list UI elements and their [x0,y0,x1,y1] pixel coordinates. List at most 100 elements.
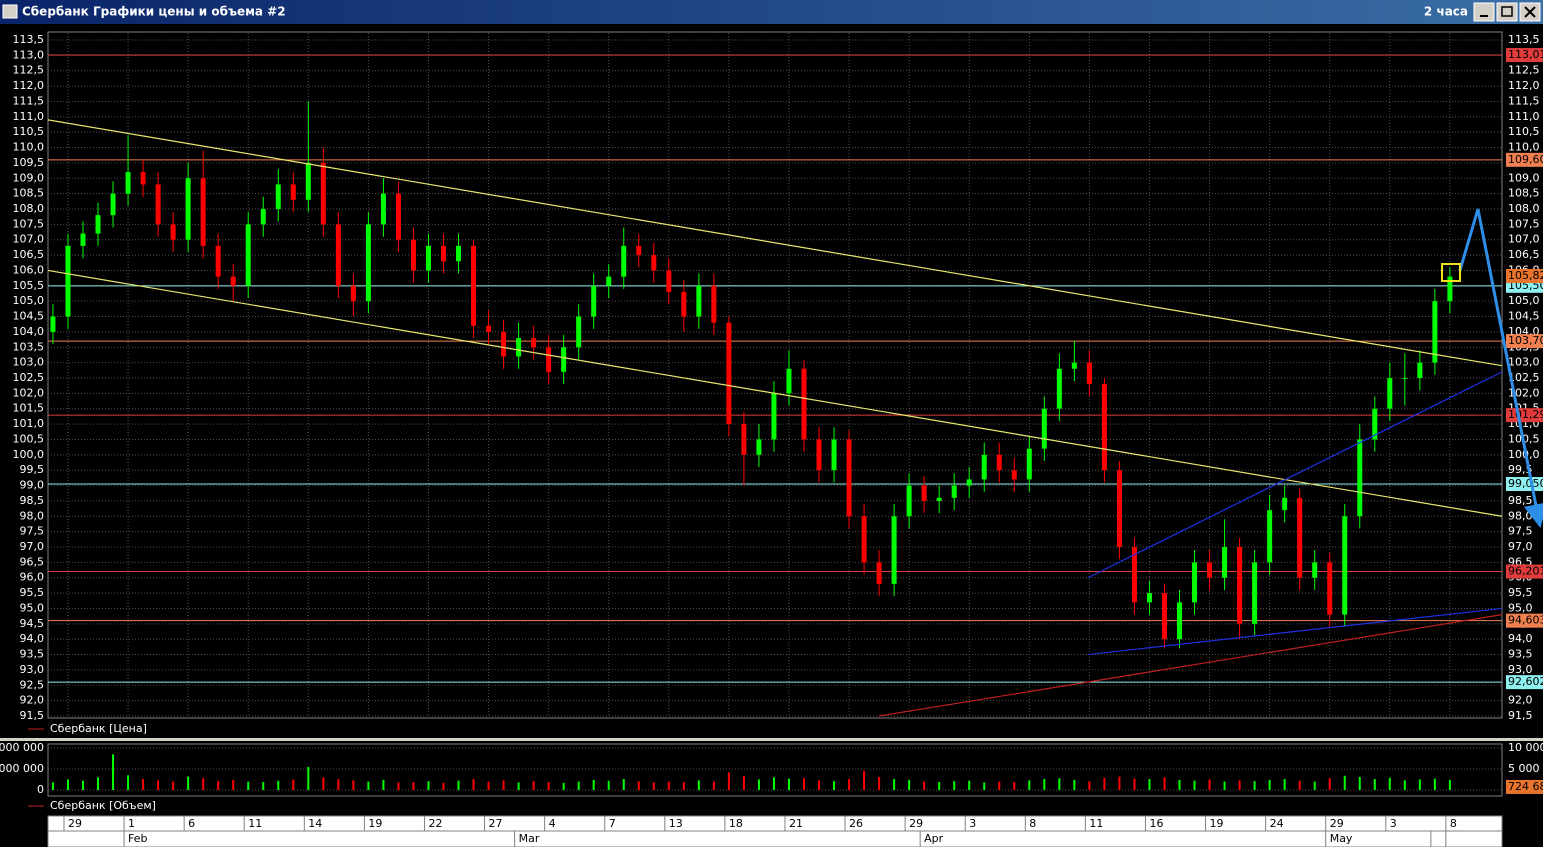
level-label: 94,603 [1508,614,1543,627]
candle-body [410,239,416,271]
y-tick-label: 111,5 [13,94,45,107]
volume-bar [217,781,220,790]
volume-bar [1178,779,1181,790]
candle-body [681,291,687,317]
candle-body [1207,562,1213,578]
trendline [1087,607,1503,656]
volume-bar [622,779,625,790]
window-icon [2,4,18,19]
marker-box [1506,779,1543,794]
volume-bar [457,780,460,790]
volume-bar [517,782,520,790]
candle-body [891,516,897,584]
candle-body [1086,362,1092,385]
y-tick-label-right: 107,5 [1508,217,1540,230]
trendline [1087,371,1503,579]
y-tick-label-right: 105,0 [1508,294,1540,307]
y-tick-label: 92,5 [20,678,45,691]
y-tick-label-right: 98,0 [1508,509,1533,522]
maximize-icon [1501,6,1513,17]
y-tick-label: 93,0 [20,663,45,676]
volume-bar [923,781,926,790]
candle-body [1161,593,1167,640]
panel-separator [0,738,1543,741]
level-label: 103,70 [1508,334,1543,347]
candle-body [576,316,582,348]
volume-bar [307,766,310,790]
volume-bar [577,781,580,790]
x-tick-label: 4 [549,817,556,830]
candle-body [1402,378,1408,379]
volume-bar [787,778,790,790]
candle-body [1237,547,1243,624]
y-tick-label: 113,0 [13,48,45,61]
volume-bar [1103,777,1106,790]
volume-bar [427,781,430,790]
y-tick-label: 103,5 [13,340,45,353]
y-tick-label-right: 109,0 [1508,171,1540,184]
y-tick-label: 101,0 [13,417,45,430]
y-tick-label-right: 93,0 [1508,663,1533,676]
volume-bar [1208,779,1211,790]
y-tick-label: 104,0 [13,325,45,338]
candle-body [1101,384,1107,471]
level-label-box [1506,613,1543,628]
volume-tick-label: 5 000 000 [0,762,44,775]
candle-body [831,439,837,471]
x-tick-label: 11 [1089,817,1103,830]
volume-bar [637,781,640,790]
candle-body [1387,378,1393,409]
volume-bar [968,780,971,790]
candle-body [756,439,762,455]
minimize-button[interactable] [1473,2,1495,22]
volume-bar [352,780,355,790]
volume-bar [938,782,941,790]
volume-bar [998,781,1001,790]
y-tick-label: 100,5 [13,432,45,445]
candle-body [275,184,281,209]
y-tick-label: 99,0 [20,479,45,492]
volume-bar [908,779,911,790]
legend-price: Сбербанк [Цена] [50,722,147,735]
y-tick-label: 101,5 [13,402,45,415]
volume-bar [848,779,851,790]
y-tick-label: 99,5 [20,463,45,476]
volume-bar [667,781,670,790]
candle-body [1252,562,1258,624]
maximize-button[interactable] [1496,2,1518,22]
y-tick-label: 91,5 [20,709,45,722]
volume-bar [1223,781,1226,790]
x-tick-label: 13 [669,817,683,830]
x-tick-label: 27 [489,817,503,830]
volume-bar [983,782,986,790]
volume-bar [367,781,370,790]
candle-body [591,285,597,317]
level-label-box [1506,152,1543,167]
y-tick-label-right: 97,0 [1508,540,1533,553]
volume-bar [1448,779,1451,790]
volume-bar [112,754,115,790]
y-tick-label: 106,5 [13,248,45,261]
x-tick-label: 14 [308,817,322,830]
candle-body [1071,362,1077,369]
volume-bar [547,782,550,790]
volume-bar [607,780,610,790]
y-tick-label: 100,0 [13,448,45,461]
candle-body [771,393,777,440]
candle-body [951,485,957,498]
volume-bar [1313,781,1316,790]
y-tick-label: 109,0 [13,171,45,184]
candle-body [1372,408,1378,440]
candle-body [230,276,236,286]
y-tick-label: 108,0 [13,202,45,215]
candle-body [245,224,251,286]
volume-bar [397,782,400,790]
candle-body [440,245,446,262]
x-tick-label: 19 [1210,817,1224,830]
y-tick-label-right: 110,5 [1508,125,1540,138]
volume-bar [818,780,821,790]
candle-body [80,233,86,246]
volume-bar [1163,777,1166,790]
minimize-icon [1480,15,1488,17]
trendline [47,119,1503,367]
